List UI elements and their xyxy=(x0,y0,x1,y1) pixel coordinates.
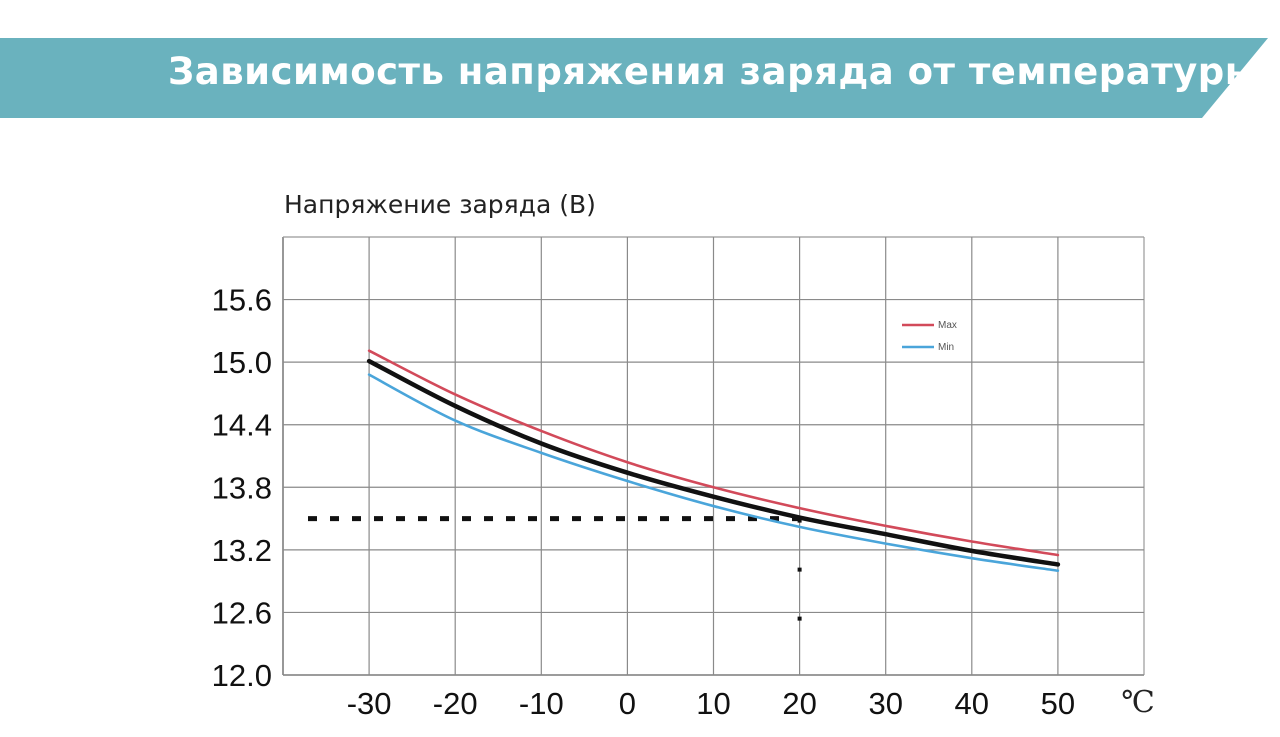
y-tick-label: 15.6 xyxy=(212,283,272,318)
chart-legend: Max Min xyxy=(902,320,957,353)
y-tick-label: 15.0 xyxy=(212,345,272,380)
y-tick-label: 14.4 xyxy=(212,408,272,443)
x-tick-label: -10 xyxy=(519,686,564,721)
title-banner xyxy=(0,38,1268,118)
series-line-min xyxy=(367,373,1060,573)
reference-lines xyxy=(308,516,802,657)
legend-label-min: Min xyxy=(938,342,954,353)
y-tick-label: 13.8 xyxy=(212,470,272,505)
x-tick-labels: -30 -20 -10 0 10 20 30 40 50 ℃ xyxy=(347,685,1155,721)
y-tick-label: 12.6 xyxy=(212,595,272,630)
x-tick-label: -20 xyxy=(433,686,478,721)
y-axis-label: Напряжение заряда (В) xyxy=(284,190,596,219)
chart-series xyxy=(366,349,1061,573)
x-tick-label: 10 xyxy=(696,686,730,721)
series-line-nominal xyxy=(366,358,1061,567)
legend-label-max: Max xyxy=(938,320,957,331)
y-tick-label: 12.0 xyxy=(212,658,272,693)
x-axis-unit: ℃ xyxy=(1121,685,1155,720)
x-tick-label: 30 xyxy=(868,686,902,721)
y-tick-labels: 12.0 12.6 13.2 13.8 14.4 15.0 15.6 xyxy=(212,283,272,693)
chart-grid xyxy=(282,236,1145,676)
x-tick-label: -30 xyxy=(347,686,392,721)
x-tick-label: 0 xyxy=(619,686,636,721)
chart-title: Зависимость напряжения заряда от темпера… xyxy=(168,50,1259,93)
x-tick-label: 50 xyxy=(1041,686,1075,721)
y-tick-label: 13.2 xyxy=(212,533,272,568)
series-line-max xyxy=(367,349,1060,557)
x-tick-label: 20 xyxy=(782,686,816,721)
x-tick-label: 40 xyxy=(955,686,989,721)
